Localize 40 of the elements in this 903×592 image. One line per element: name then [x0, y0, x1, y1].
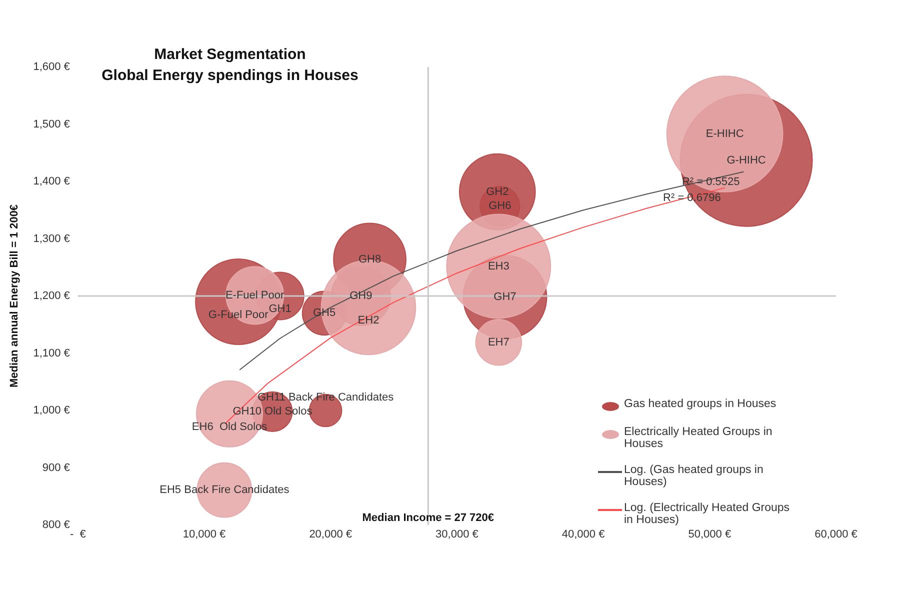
y-tick-label: 1,300 € — [33, 232, 70, 245]
y-tick-label: 900 € — [42, 462, 70, 474]
x-tick-label: 40,000 € — [562, 528, 605, 541]
y-axis-title: Median annual Energy Bill = 1 200€ — [8, 204, 21, 388]
y-tick-label: 1,000 € — [33, 404, 70, 417]
annotation: EH2 — [358, 314, 380, 326]
annotation: GH6 — [488, 200, 512, 212]
annotation: GH1 — [268, 303, 292, 316]
x-tick-label: 10,000 € — [182, 528, 226, 541]
y-tick-label: 1,100 € — [33, 347, 70, 360]
annotation: EH6 Old Solos — [192, 420, 268, 433]
annotation: EH5 Back Fire Candidates — [160, 484, 290, 496]
annotation: GH9 — [350, 290, 372, 302]
legend-label: Electrically Heated Groups in Houses — [624, 426, 774, 450]
annotation: GH7 — [494, 291, 516, 304]
y-tick-label: 1,500 € — [33, 118, 70, 130]
chart-title: Market Segmentation — [153, 45, 307, 65]
x-tick-label: 50,000 € — [688, 528, 732, 541]
annotation: GH2 — [486, 186, 509, 198]
annotation: GH11 Back Fire Candidates — [257, 392, 394, 404]
y-tick-label: 1,600 € — [33, 61, 70, 74]
y-tick-label: 1,200 € — [33, 290, 70, 302]
legend-label: Log. (Electrically Heated Groups in Houses) — [624, 502, 791, 526]
chart-subtitle: Global Energy spendings in Houses — [100, 66, 360, 86]
annotation: G-HIHC — [726, 154, 766, 166]
legend-label: Gas heated groups in Houses — [624, 398, 778, 410]
y-tick-label: 1,400 € — [33, 176, 70, 188]
annotation: E-Fuel Poor — [225, 289, 284, 302]
annotation: EH3 — [488, 260, 510, 272]
annotation: EH7 — [488, 336, 510, 348]
x-tick-label: - € — [70, 528, 86, 541]
annotation: GH8 — [358, 253, 382, 266]
x-axis-title: Median Income = 27 720€ — [362, 512, 494, 524]
x-tick-label: 60,000 € — [814, 528, 858, 541]
legend-label: Log. (Gas heated groups in Houses) — [624, 464, 764, 488]
y-tick-label: 800 € — [42, 519, 70, 532]
annotation: G-Fuel Poor — [208, 308, 269, 321]
x-tick-label: 20,000 € — [309, 528, 352, 541]
annotation: E-HIHC — [706, 128, 744, 140]
x-tick-label: 30,000 € — [436, 528, 478, 541]
